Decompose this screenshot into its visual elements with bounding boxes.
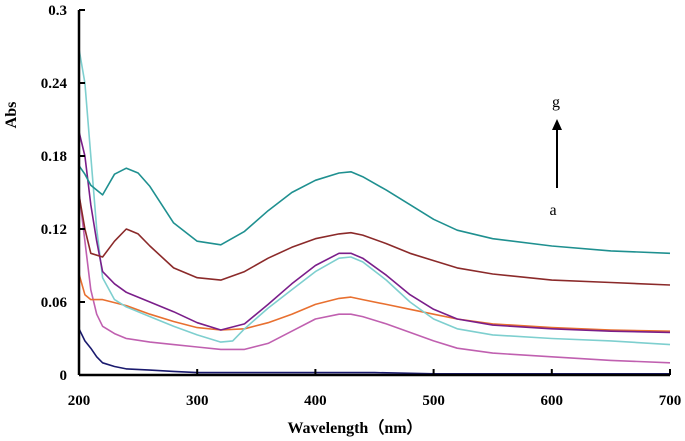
x-tick-label: 600 xyxy=(541,393,564,409)
series-line-6 xyxy=(78,194,671,286)
series-line-7 xyxy=(78,165,671,255)
series-line-1 xyxy=(78,328,670,375)
series-layer xyxy=(78,48,671,375)
annotation-bottom-label: a xyxy=(549,202,556,219)
series-line-4 xyxy=(78,48,671,346)
x-tick-label: 200 xyxy=(68,393,91,409)
ticks-layer: 0 0.06 0.12 0.18 0.24 0.3 200 300 400 500 600 700 xyxy=(41,3,682,409)
axes-layer xyxy=(77,10,670,377)
x-tick-label: 700 xyxy=(659,393,682,409)
x-axis-label: Wavelength（nm） xyxy=(287,419,422,437)
y-tick-label: 0.12 xyxy=(41,222,67,238)
x-tick-label: 400 xyxy=(304,393,327,409)
annotation-top-label: g xyxy=(552,94,560,111)
series-line-5 xyxy=(78,131,671,334)
series-line-2 xyxy=(78,192,671,364)
y-tick-label: 0.18 xyxy=(41,149,67,165)
y-axis-label: Abs xyxy=(3,102,20,129)
y-tick-label: 0.06 xyxy=(41,295,68,311)
trend-annotation: g a xyxy=(549,94,562,219)
x-tick-label: 500 xyxy=(422,393,445,409)
series-line-3 xyxy=(78,273,671,332)
trend-arrow-head xyxy=(552,119,562,130)
y-tick-label: 0.3 xyxy=(48,3,67,19)
x-tick-label: 300 xyxy=(186,393,209,409)
y-tick-label: 0.24 xyxy=(41,76,68,92)
y-tick-label: 0 xyxy=(60,368,68,384)
